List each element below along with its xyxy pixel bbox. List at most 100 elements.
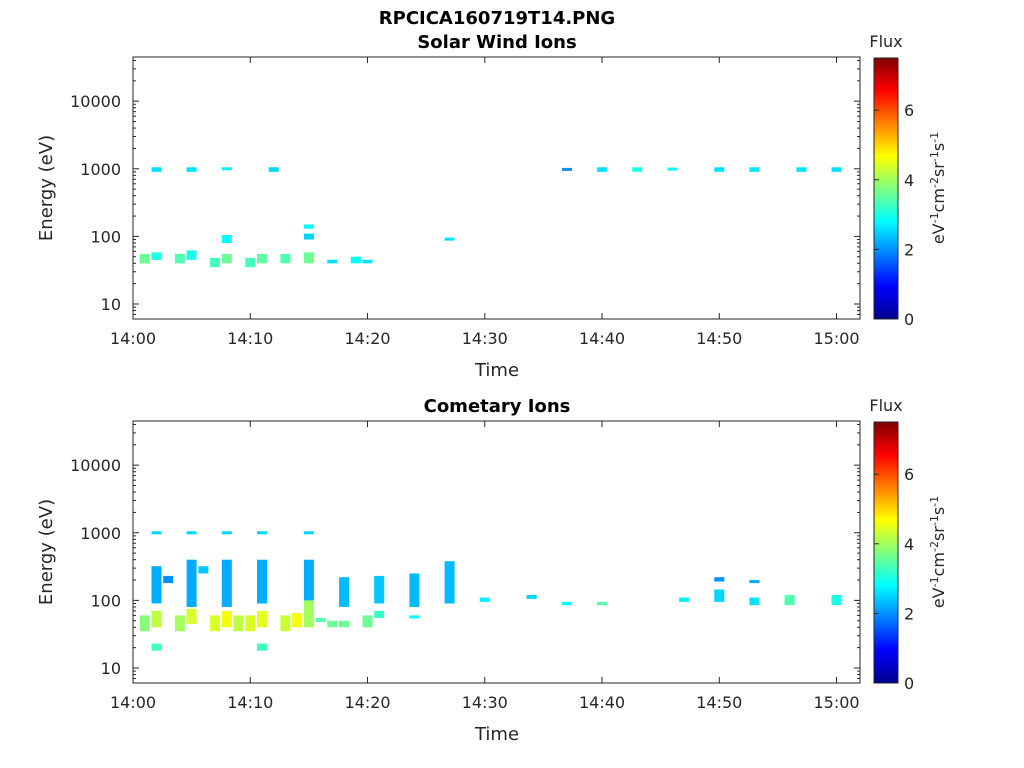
x-tick-label: 14:50 [696, 693, 742, 712]
heatmap-cell [374, 610, 385, 618]
x-tick-label: 14:50 [696, 329, 742, 348]
y-axis: 10 100 1000 10000 [70, 423, 860, 684]
colorbar-ticks: 0 2 4 6 [874, 101, 914, 329]
colorbar-tick-label: 4 [904, 535, 914, 554]
heatmap-cell [151, 531, 162, 535]
x-tick-label: 14:20 [344, 693, 390, 712]
y-tick-label: 100 [90, 227, 121, 246]
heatmap-cell [257, 559, 267, 604]
heatmap-cell [257, 643, 267, 651]
y-tick-label: 10 [101, 659, 121, 678]
y-tick-label: 1000 [80, 524, 121, 543]
heatmap-cell [221, 167, 232, 171]
heatmap-cell [303, 224, 314, 229]
heatmap-cell [749, 597, 760, 606]
heatmap-cell [303, 600, 314, 628]
heatmap-cell [245, 257, 256, 268]
x-tick-label: 14:10 [227, 329, 273, 348]
heatmap-cell [409, 573, 420, 607]
colorbar [873, 421, 899, 684]
heatmap-cell [139, 253, 150, 264]
heatmap-cell [221, 253, 232, 264]
heatmap-cell [597, 601, 607, 606]
x-tick-label: 15:00 [813, 693, 859, 712]
heatmap-cell [186, 559, 197, 607]
heatmap-cell [409, 615, 420, 619]
heatmap-cell [714, 589, 725, 602]
heatmap-cell [667, 167, 678, 171]
heatmap-cell [221, 235, 232, 243]
y-axis: 10 100 1000 10000 [70, 59, 860, 320]
heatmap-cell [303, 252, 314, 264]
heatmap-cell [679, 597, 690, 602]
heatmap-cell [186, 531, 197, 535]
heatmap-cell [151, 610, 162, 628]
y-tick-label: 10000 [70, 456, 121, 475]
heatmap-cell [350, 256, 361, 264]
heatmap-cell [151, 643, 162, 651]
x-axis: 14:00 14:10 14:20 14:30 14:40 14:50 15:00 [110, 421, 860, 712]
x-tick-label: 14:30 [462, 693, 508, 712]
heatmap-cell [597, 167, 607, 172]
heatmap-cell [221, 610, 232, 628]
heatmap-cell [315, 617, 326, 622]
heatmap-cell [374, 575, 385, 604]
heatmap-cell [151, 167, 162, 172]
heatmap-cell [186, 608, 197, 624]
y-tick-label: 10 [101, 295, 121, 314]
heatmap-cell [280, 253, 291, 264]
x-axis-label: Time [474, 724, 519, 745]
colorbar-tick-label: 4 [904, 171, 914, 190]
colorbar-tick-label: 2 [904, 240, 914, 259]
heatmap-cell [362, 259, 373, 264]
heatmap-cell [186, 250, 197, 260]
heatmap-cell [221, 559, 232, 607]
heatmap-cell [280, 615, 291, 632]
solar-wind-panel: Solar Wind Ions 14:00 14:10 14:20 14:30 14:4… [36, 32, 948, 381]
colorbar-title: Flux [869, 32, 902, 51]
colorbar [873, 57, 899, 320]
x-tick-label: 14:00 [110, 329, 156, 348]
heatmap-cell [233, 615, 244, 632]
heatmap-cell [210, 257, 221, 268]
heatmap-cell [292, 613, 303, 628]
panel-title: Cometary Ions [424, 396, 571, 417]
panel-title: Solar Wind Ions [417, 32, 576, 53]
heatmap-cell [327, 259, 338, 264]
heatmap-cell [151, 252, 162, 260]
y-axis-label: Energy (eV) [36, 135, 57, 241]
colorbar-unit-label: eV-1cm-2sr-1s-1 [928, 496, 948, 608]
heatmap-cell [749, 167, 760, 172]
heatmap-cell [198, 566, 209, 574]
heatmap-cell [526, 595, 537, 599]
y-tick-label: 100 [90, 591, 121, 610]
colorbar-tick-label: 2 [904, 604, 914, 623]
heatmap-cell [796, 167, 807, 172]
heatmap-cell [210, 615, 221, 632]
heatmap-cell [139, 615, 150, 632]
heatmap-cells [139, 531, 842, 651]
x-tick-label: 14:10 [227, 693, 273, 712]
heatmap-cell [163, 575, 174, 584]
heatmap-cell [444, 561, 455, 604]
heatmap-cell [257, 253, 267, 264]
x-tick-label: 14:40 [579, 329, 625, 348]
colorbar-unit-label: eV-1cm-2sr-1s-1 [928, 132, 948, 244]
heatmap-cell [561, 167, 572, 171]
colorbar-title: Flux [869, 396, 902, 415]
figure-title: RPCICA160719T14.PNG [379, 8, 615, 29]
heatmap-cell [714, 167, 725, 172]
heatmap-cell [257, 610, 267, 628]
heatmap-cell [257, 531, 267, 535]
heatmap-cell [831, 167, 842, 172]
colorbar-tick-label: 6 [904, 465, 914, 484]
x-tick-label: 15:00 [813, 329, 859, 348]
heatmap-cell [174, 253, 185, 264]
heatmap-cell [151, 566, 162, 604]
heatmap-cell [268, 167, 279, 172]
heatmap-cell [245, 615, 256, 632]
x-axis: 14:00 14:10 14:20 14:30 14:40 14:50 15:00 [110, 57, 860, 348]
plot-frame [132, 420, 861, 684]
x-tick-label: 14:00 [110, 693, 156, 712]
x-axis-label: Time [474, 360, 519, 381]
